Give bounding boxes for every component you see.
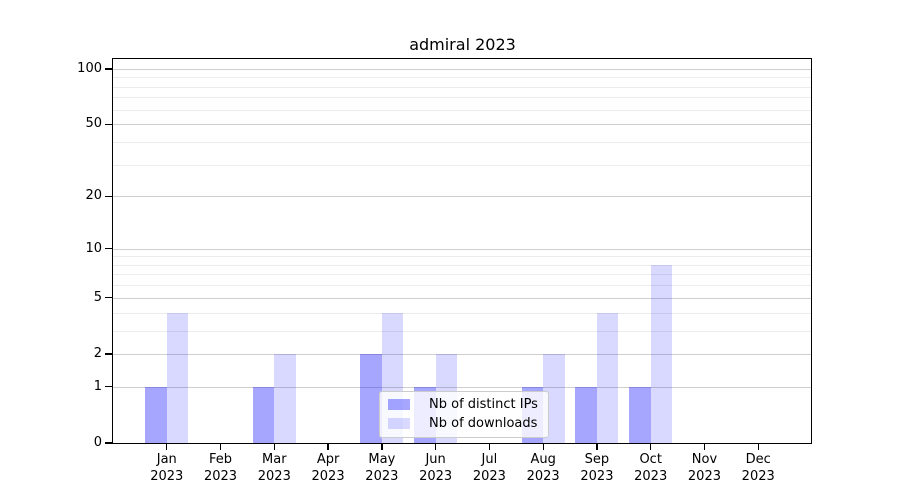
y-tick-label: 5	[93, 289, 102, 305]
bar-downloads-sep	[596, 312, 619, 443]
major-gridline	[113, 297, 811, 299]
major-gridline	[113, 353, 811, 355]
x-tick-label-apr: Apr 2023	[311, 452, 345, 484]
legend-item-distinct-ips: Nb of distinct IPs	[388, 397, 538, 412]
x-tick-label-feb: Feb 2023	[203, 452, 238, 484]
y-tick-mark	[105, 123, 112, 125]
x-tick-mark	[381, 444, 383, 450]
x-tick-label-oct: Oct 2023	[634, 452, 668, 484]
y-tick-mark	[105, 247, 112, 250]
x-tick-mark	[488, 444, 491, 450]
x-tick-label-mar: Mar 2023	[257, 452, 291, 484]
major-gridline	[113, 248, 811, 250]
x-tick-mark	[219, 444, 222, 450]
plot-area	[112, 58, 812, 444]
x-tick-mark	[596, 444, 598, 450]
x-tick-mark	[703, 444, 706, 450]
bar-distinct-ips-may	[360, 353, 382, 443]
minor-gridline	[113, 97, 811, 99]
x-tick-label-sep: Sep 2023	[580, 452, 614, 484]
y-tick-label: 20	[85, 188, 102, 204]
minor-gridline	[113, 312, 811, 314]
major-gridline	[113, 124, 811, 126]
x-tick-label-dec: Dec 2023	[741, 452, 775, 484]
bar-downloads-mar	[274, 353, 296, 443]
y-tick-mark	[105, 353, 112, 355]
x-tick-mark	[435, 444, 437, 450]
y-tick-mark	[105, 195, 112, 197]
bar-downloads-jan	[166, 312, 189, 443]
minor-gridline	[113, 141, 811, 143]
legend-swatch-distinct-ips	[388, 399, 410, 410]
legend-swatch-downloads	[388, 418, 410, 429]
x-tick-mark	[327, 444, 329, 450]
y-tick-mark	[105, 297, 112, 299]
x-tick-mark	[273, 444, 275, 450]
bar-downloads-oct	[650, 264, 673, 443]
major-gridline	[113, 196, 811, 198]
minor-gridline	[113, 86, 811, 88]
y-tick-label: 100	[77, 60, 102, 76]
minor-gridline	[113, 256, 811, 258]
y-tick-label: 2	[93, 345, 102, 361]
minor-gridline	[113, 264, 811, 266]
legend-label-downloads: Nb of downloads	[429, 416, 538, 431]
bar-distinct-ips-jan	[145, 386, 167, 443]
chart-title: admiral 2023	[409, 35, 516, 54]
legend-label-distinct-ips: Nb of distinct IPs	[429, 397, 538, 412]
legend-item-downloads: Nb of downloads	[388, 416, 538, 431]
x-tick-mark	[650, 444, 652, 450]
minor-gridline	[113, 285, 811, 287]
x-tick-label-jan: Jan 2023	[150, 452, 184, 484]
x-tick-label-may: May 2023	[365, 452, 399, 484]
x-tick-mark	[757, 444, 759, 450]
x-tick-label-jun: Jun 2023	[419, 452, 453, 484]
y-tick-mark	[105, 68, 112, 70]
y-tick-mark	[105, 386, 112, 388]
minor-gridline	[113, 274, 811, 276]
y-tick-label: 50	[85, 116, 102, 132]
y-tick-label: 1	[93, 378, 102, 394]
y-tick-mark	[105, 442, 112, 444]
x-tick-mark	[542, 444, 544, 450]
legend: Nb of distinct IPs Nb of downloads	[379, 391, 549, 438]
y-tick-label: 10	[85, 240, 102, 256]
bar-distinct-ips-sep	[575, 386, 597, 443]
x-tick-mark	[166, 444, 168, 450]
major-gridline	[113, 68, 811, 70]
bar-distinct-ips-mar	[252, 386, 275, 443]
x-tick-label-nov: Nov 2023	[687, 452, 721, 484]
minor-gridline	[113, 164, 811, 166]
y-tick-label: 0	[93, 435, 102, 450]
minor-gridline	[113, 109, 811, 111]
x-tick-label-jul: Jul 2023	[472, 452, 506, 484]
major-gridline	[113, 386, 811, 388]
minor-gridline	[113, 77, 811, 79]
minor-gridline	[113, 330, 811, 332]
x-tick-label-aug: Aug 2023	[526, 452, 560, 484]
bar-distinct-ips-oct	[629, 386, 651, 443]
